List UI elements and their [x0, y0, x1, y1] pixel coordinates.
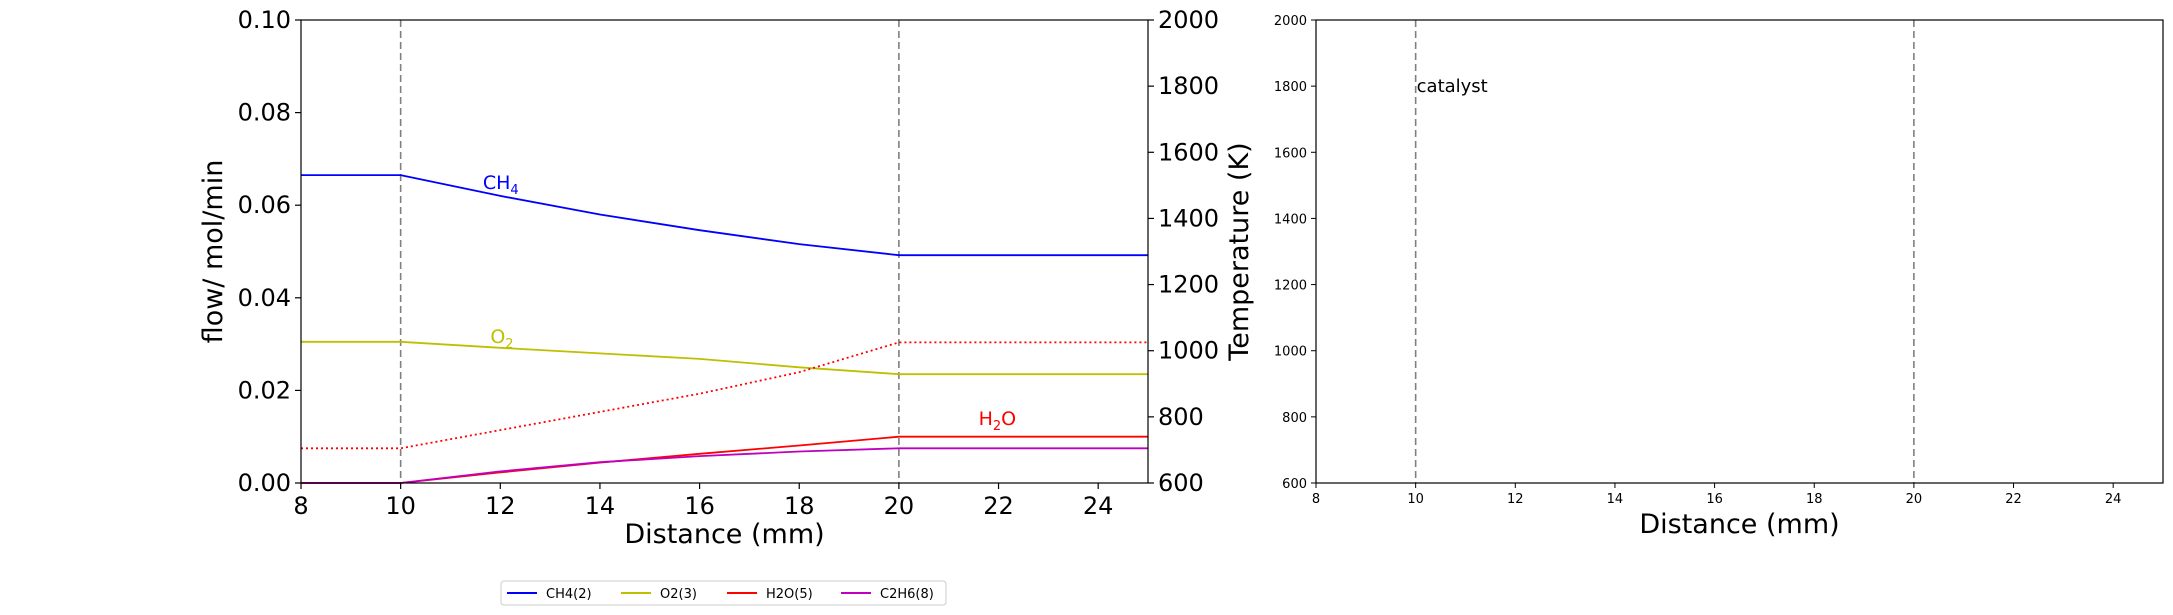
x-tick-label: 8	[1312, 492, 1320, 507]
flow-plot-frame	[300, 19, 1149, 484]
x-tick-label: 24	[2105, 492, 2122, 507]
y-tick-label: 0.06	[238, 191, 291, 219]
temperature-chart-panel: catalyst 8 10 12 14 16 18 20 22 24 600 800 1000 120…	[1274, 14, 2164, 540]
y-tick-label: 0.00	[238, 469, 291, 497]
temperature-x-axis-label: Distance (mm)	[1639, 509, 1839, 540]
x-tick-label: 8	[293, 492, 308, 520]
x-tick-label: 22	[983, 492, 1014, 520]
y-tick-label: 1800	[1274, 80, 1307, 95]
x-tick-label: 24	[1083, 492, 1114, 520]
temperature-plot-frame	[1315, 19, 2164, 484]
x-tick-label: 18	[784, 492, 815, 520]
y-tick-label: 2000	[1274, 14, 1307, 29]
y-tick-label: 1000	[1274, 345, 1307, 360]
x-tick-label: 10	[385, 492, 416, 520]
legend-label: C2H6(8)	[880, 587, 934, 602]
temperature-y-axis-label: Temperature (K)	[1224, 142, 1255, 361]
flow-y-axis-label: flow/ mol/min	[198, 160, 229, 344]
x-tick-label: 16	[1706, 492, 1723, 507]
y-tick-label: 800	[1282, 411, 1307, 426]
y2-tick-label: 1000	[1158, 337, 1219, 365]
series-line-o2-3-	[301, 340, 1148, 376]
y-tick-label: 1200	[1274, 279, 1307, 294]
temperature-line	[301, 341, 1148, 450]
y-tick-label: 0.08	[238, 99, 291, 127]
y2-tick-label: 1200	[1158, 271, 1219, 299]
x-tick-label: 14	[585, 492, 616, 520]
legend-label: H2O(5)	[766, 587, 813, 602]
x-tick-label: 18	[1806, 492, 1823, 507]
y2-tick-label: 2000	[1158, 6, 1219, 34]
species-annotation: H2O	[979, 408, 1017, 434]
legend-label: CH4(2)	[546, 587, 592, 602]
x-tick-label: 22	[2005, 492, 2022, 507]
y-tick-label: 1600	[1274, 146, 1307, 161]
chart-legend: CH4(2) O2(3) H2O(5) C2H6(8)	[500, 580, 947, 606]
x-tick-label: 14	[1607, 492, 1624, 507]
species-annotation: O2	[490, 326, 513, 352]
x-tick-label: 20	[1906, 492, 1923, 507]
y-tick-label: 0.04	[238, 284, 291, 312]
y2-tick-label: 1400	[1158, 204, 1219, 232]
x-tick-label: 20	[884, 492, 915, 520]
x-tick-label: 10	[1407, 492, 1424, 507]
y2-tick-label: 800	[1158, 403, 1204, 431]
series-line-c2h6-8-	[301, 447, 1148, 484]
flow-chart-panel: CH4 O2 H2O 8 10 12 14 16 18 20 22 24 0.00 0.02 0.04 0…	[198, 6, 1255, 550]
species-annotation: CH4	[483, 172, 519, 198]
legend-box	[500, 580, 947, 606]
y-tick-label: 0.10	[238, 6, 291, 34]
y2-tick-label: 600	[1158, 469, 1204, 497]
y-tick-label: 600	[1282, 477, 1307, 492]
y2-tick-label: 1800	[1158, 72, 1219, 100]
y-tick-label: 0.02	[238, 376, 291, 404]
y-tick-label: 1400	[1274, 212, 1307, 227]
catalyst-annotation: catalyst	[1417, 76, 1488, 97]
series-line-ch4-2-	[301, 174, 1148, 257]
y2-tick-label: 1600	[1158, 138, 1219, 166]
legend-label: O2(3)	[660, 587, 697, 602]
x-tick-label: 16	[684, 492, 715, 520]
x-tick-label: 12	[485, 492, 516, 520]
flow-x-axis-label: Distance (mm)	[624, 519, 824, 550]
x-tick-label: 12	[1507, 492, 1524, 507]
